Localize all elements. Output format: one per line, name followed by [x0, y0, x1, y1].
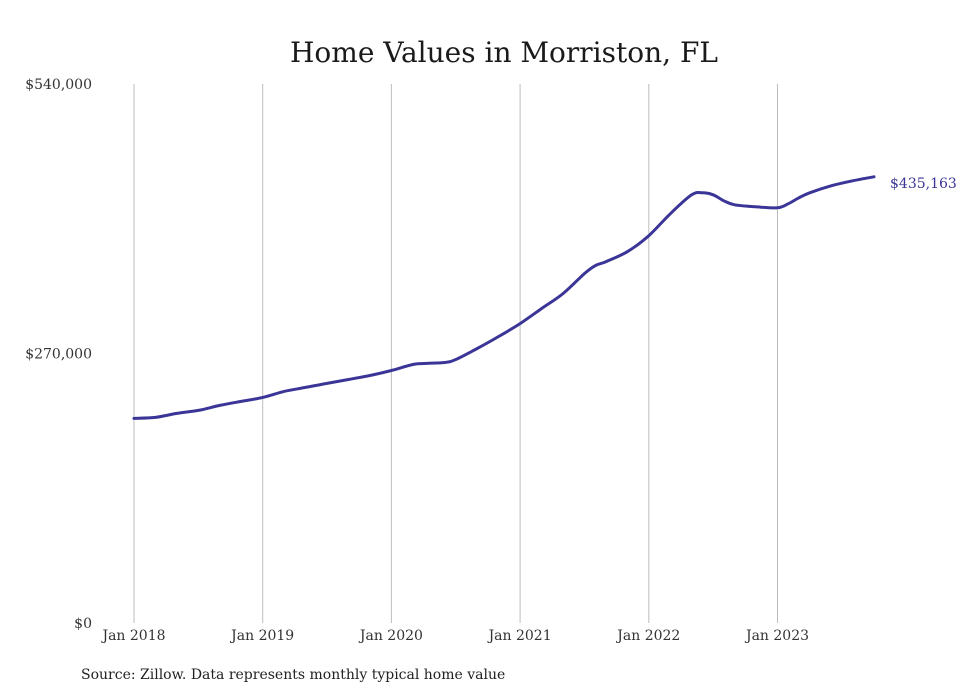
data-point [787, 203, 789, 205]
y-tick-label: $0 [74, 616, 92, 632]
data-point [262, 396, 264, 398]
x-axis: Jan 2018 Jan 2019 Jan 2020 Jan 2021 Jan 2022… [100, 628, 809, 644]
data-point [851, 180, 853, 182]
data-point [583, 272, 585, 274]
x-tick-label: Jan 2020 [358, 628, 423, 644]
data-point [873, 176, 875, 178]
data-point [830, 185, 832, 187]
data-point [712, 194, 714, 196]
data-point [776, 207, 778, 209]
series-line [132, 175, 876, 420]
data-point [669, 213, 671, 215]
end-value-label: $435,163 [890, 176, 957, 192]
data-point [626, 251, 628, 253]
data-point [648, 235, 650, 237]
data-point [755, 206, 757, 208]
y-axis: $0 $270,000 $540,000 [25, 77, 92, 632]
data-point [605, 261, 607, 263]
data-point [390, 369, 392, 371]
x-tick-label: Jan 2022 [615, 628, 680, 644]
data-point [540, 307, 542, 309]
data-point [176, 412, 178, 414]
data-point [701, 192, 703, 194]
data-point [240, 400, 242, 402]
source-note: Source: Zillow. Data represents monthly … [81, 667, 506, 683]
x-tick-label: Jan 2019 [229, 628, 294, 644]
x-tick-label: Jan 2018 [100, 628, 165, 644]
data-point [798, 197, 800, 199]
x-tick-label: Jan 2021 [487, 628, 552, 644]
data-point [519, 322, 521, 324]
data-point [497, 335, 499, 337]
data-point [455, 358, 457, 360]
data-point [154, 416, 156, 418]
data-point [691, 194, 693, 196]
data-point [412, 363, 414, 365]
data-point [347, 378, 349, 380]
data-point [594, 265, 596, 267]
data-point [304, 386, 306, 388]
data-point [476, 347, 478, 349]
data-point [326, 382, 328, 384]
data-point [422, 362, 424, 364]
y-tick-label: $540,000 [25, 77, 92, 93]
data-point [219, 404, 221, 406]
data-point [723, 200, 725, 202]
data-point [133, 417, 135, 419]
data-point [444, 361, 446, 363]
data-point [369, 374, 371, 376]
y-tick-label: $270,000 [25, 347, 92, 363]
data-points [133, 176, 875, 420]
data-point [733, 204, 735, 206]
data-point [562, 292, 564, 294]
data-point [197, 409, 199, 411]
data-point [809, 192, 811, 194]
chart-title: Home Values in Morriston, FL [290, 36, 718, 69]
x-tick-label: Jan 2023 [744, 628, 809, 644]
grid [133, 84, 778, 623]
data-point [283, 390, 285, 392]
